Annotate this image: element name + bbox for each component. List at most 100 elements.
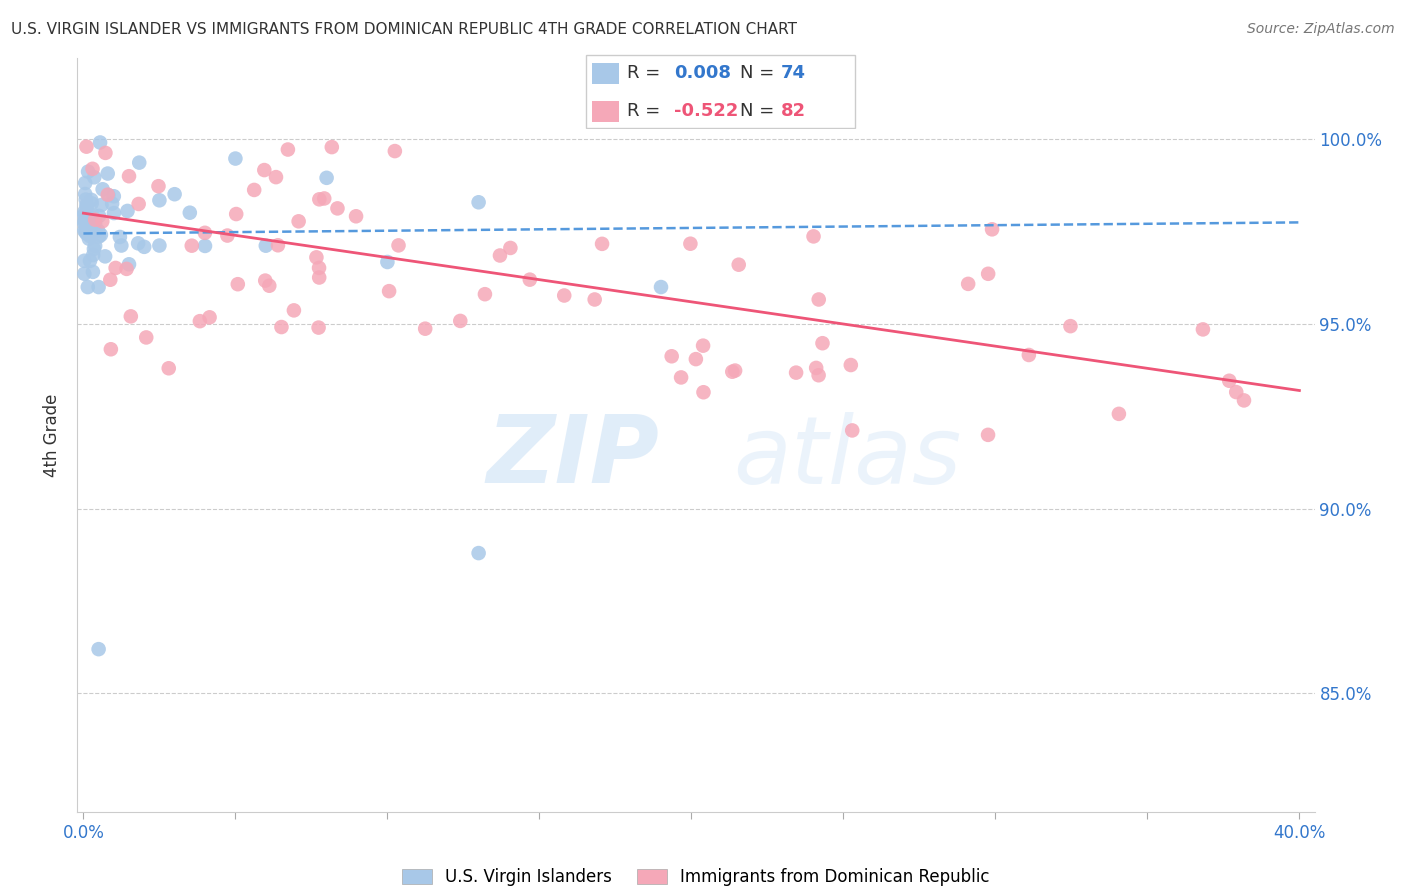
Point — [90, 198, 112, 212]
Point — [75, 198, 97, 212]
Point — [344, 209, 367, 223]
Point — [287, 214, 309, 228]
Point — [75, 193, 97, 207]
Point — [661, 349, 683, 363]
Point — [128, 155, 150, 169]
Point — [226, 277, 249, 292]
Point — [449, 314, 471, 328]
Point — [128, 197, 150, 211]
Point — [839, 358, 862, 372]
Point — [120, 310, 142, 324]
Point — [76, 220, 98, 235]
Point — [803, 229, 825, 244]
Point — [377, 255, 399, 269]
Point — [79, 253, 101, 268]
Point — [103, 189, 125, 203]
Point — [83, 224, 105, 238]
Point — [1225, 385, 1247, 400]
Point — [87, 224, 110, 238]
Point — [305, 251, 328, 265]
Point — [270, 320, 292, 334]
Point — [82, 248, 104, 262]
Text: 82: 82 — [780, 103, 806, 120]
Point — [97, 187, 120, 202]
Point — [308, 260, 330, 275]
Point — [474, 287, 496, 301]
Point — [127, 236, 149, 251]
Point — [82, 265, 104, 279]
Point — [1018, 348, 1040, 362]
Point — [519, 273, 541, 287]
Point — [134, 240, 156, 254]
Point — [308, 192, 330, 206]
Point — [224, 152, 246, 166]
Point — [254, 274, 277, 288]
Point — [721, 365, 744, 379]
Point — [82, 208, 104, 222]
Point — [148, 194, 170, 208]
Point — [724, 363, 747, 377]
Point — [118, 257, 141, 271]
Point — [489, 248, 512, 262]
Point — [321, 140, 343, 154]
Point — [108, 230, 131, 244]
Point — [87, 280, 110, 294]
Point — [87, 209, 110, 223]
Point — [76, 199, 98, 213]
Point — [194, 226, 217, 240]
Point — [80, 211, 103, 225]
Point — [1108, 407, 1130, 421]
Point — [79, 219, 101, 233]
Point — [650, 280, 672, 294]
Point — [807, 293, 830, 307]
Point — [118, 169, 141, 184]
Point — [98, 273, 121, 287]
Point — [685, 352, 707, 367]
Point — [804, 360, 827, 375]
Point — [79, 229, 101, 244]
Point — [384, 144, 406, 158]
Point — [977, 267, 1000, 281]
Point — [811, 336, 834, 351]
Point — [413, 321, 436, 335]
Point — [80, 221, 103, 235]
Point — [553, 288, 575, 302]
Point — [583, 293, 606, 307]
Point — [957, 277, 980, 291]
Point — [981, 222, 1004, 236]
Point — [73, 253, 96, 268]
Point — [217, 228, 239, 243]
Point — [79, 211, 101, 225]
Point — [692, 385, 714, 400]
Point — [163, 187, 186, 202]
Point — [326, 202, 349, 216]
Point — [1233, 393, 1256, 408]
Point — [83, 242, 105, 256]
Point — [75, 139, 97, 153]
Point — [101, 196, 124, 211]
Point — [80, 196, 103, 211]
Point — [73, 215, 96, 229]
Point — [77, 164, 100, 178]
Point — [283, 303, 305, 318]
Point — [84, 216, 107, 230]
Point — [188, 314, 211, 328]
Point — [180, 238, 202, 252]
Text: atlas: atlas — [733, 412, 962, 503]
Point — [591, 236, 613, 251]
Point — [77, 232, 100, 246]
Point — [89, 136, 111, 150]
Point — [87, 229, 110, 244]
Text: R =: R = — [627, 64, 666, 82]
Text: -0.522: -0.522 — [673, 103, 738, 120]
Point — [198, 310, 221, 325]
Point — [94, 145, 117, 160]
Point — [82, 161, 104, 176]
Point — [669, 370, 692, 384]
Point — [807, 368, 830, 383]
Point — [73, 224, 96, 238]
Text: U.S. VIRGIN ISLANDER VS IMMIGRANTS FROM DOMINICAN REPUBLIC 4TH GRADE CORRELATION: U.S. VIRGIN ISLANDER VS IMMIGRANTS FROM … — [11, 22, 797, 37]
Point — [76, 226, 98, 240]
Point — [97, 188, 120, 202]
Point — [378, 284, 401, 298]
